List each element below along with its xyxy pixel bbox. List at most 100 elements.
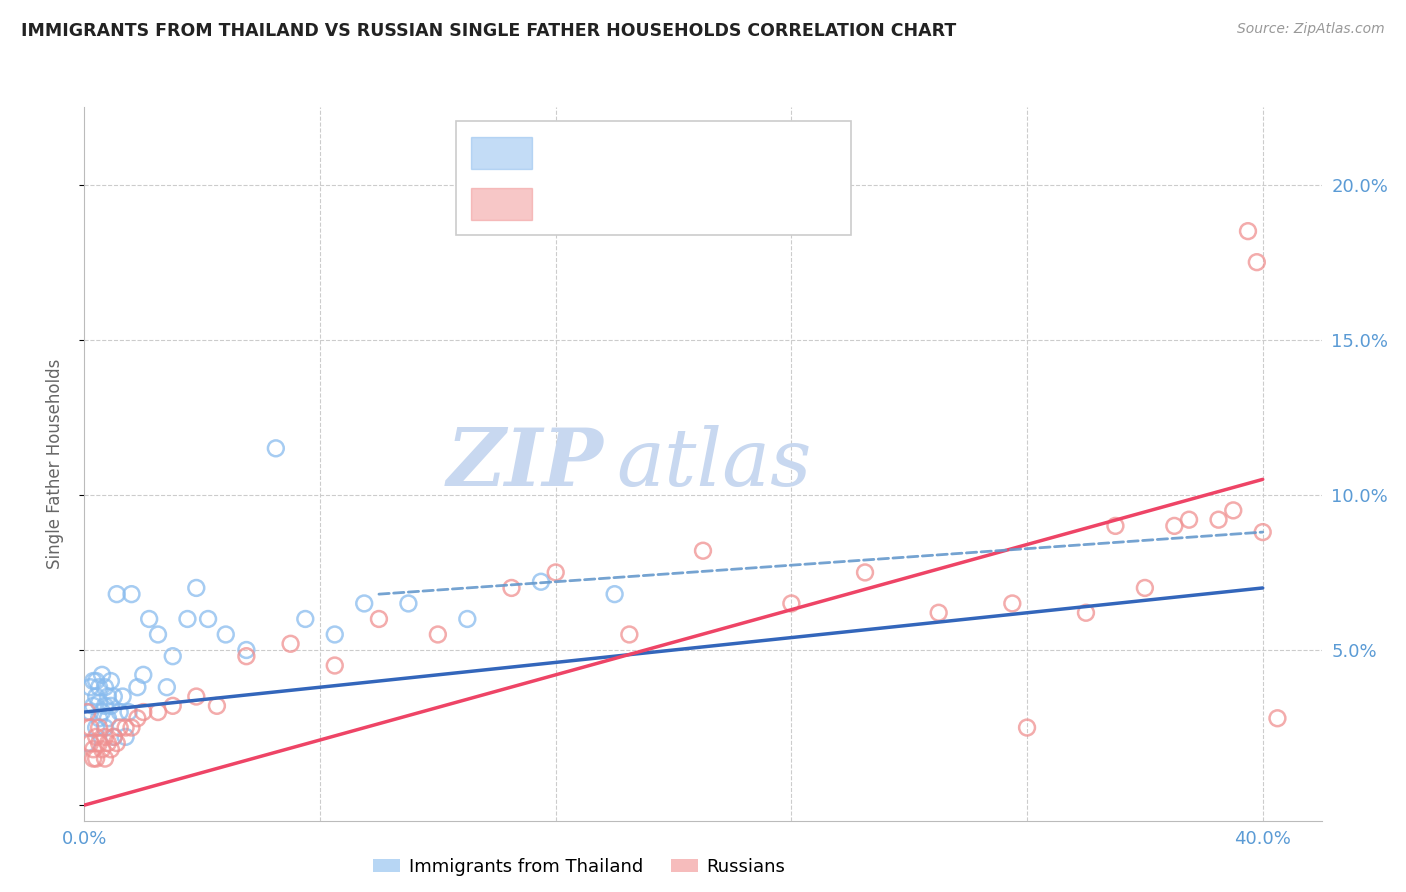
Point [235,643,257,657]
Point [162,649,184,664]
Point [108,721,131,735]
Point [205,698,228,713]
Point [780,597,803,611]
Point [146,705,169,719]
Point [692,543,714,558]
Point [1178,513,1201,527]
Point [1222,503,1244,517]
Point [323,627,346,641]
Point [603,587,626,601]
Point [87,736,110,750]
Point [82,742,104,756]
Point [79,721,101,735]
Point [121,721,143,735]
Point [76,705,98,719]
Point [100,742,122,756]
Point [114,721,136,735]
Point [1074,606,1097,620]
Point [530,574,553,589]
Point [82,698,104,713]
Point [146,627,169,641]
Point [1237,224,1260,238]
Point [87,680,110,694]
Point [94,751,117,765]
Point [84,730,107,744]
Point [235,649,257,664]
Point [91,742,114,756]
Point [353,597,375,611]
Point [94,698,117,713]
Point [94,730,117,744]
Text: IMMIGRANTS FROM THAILAND VS RUSSIAN SINGLE FATHER HOUSEHOLDS CORRELATION CHART: IMMIGRANTS FROM THAILAND VS RUSSIAN SING… [21,22,956,40]
Point [121,587,143,601]
Point [103,730,125,744]
Point [294,612,316,626]
Text: Source: ZipAtlas.com: Source: ZipAtlas.com [1237,22,1385,37]
Point [79,736,101,750]
Point [94,680,117,694]
Legend: Immigrants from Thailand, Russians: Immigrants from Thailand, Russians [366,851,793,883]
Point [91,705,114,719]
Y-axis label: Single Father Households: Single Father Households [45,359,63,569]
Point [1104,519,1126,533]
Point [82,673,104,688]
Point [76,736,98,750]
Point [1001,597,1024,611]
Point [84,673,107,688]
Text: atlas: atlas [616,425,811,502]
Point [84,721,107,735]
Point [111,690,134,704]
Point [79,680,101,694]
Point [186,581,208,595]
Point [103,690,125,704]
Point [280,637,302,651]
Point [853,566,876,580]
Point [1267,711,1289,725]
Point [501,581,523,595]
Point [1246,255,1268,269]
Point [396,597,419,611]
Point [100,673,122,688]
Point [544,566,567,580]
Point [79,705,101,719]
Point [105,587,128,601]
Point [82,751,104,765]
Point [186,690,208,704]
Point [94,721,117,735]
Point [1133,581,1156,595]
Point [87,721,110,735]
Point [1251,525,1274,540]
Point [97,690,120,704]
Point [132,668,155,682]
Point [103,730,125,744]
Point [87,711,110,725]
Point [138,612,160,626]
Point [105,736,128,750]
Point [100,698,122,713]
Point [1015,721,1038,735]
Point [87,696,110,710]
Text: ZIP: ZIP [447,425,605,502]
Point [97,711,120,725]
Point [117,705,139,719]
Point [619,627,641,641]
Point [84,751,107,765]
Point [132,705,155,719]
Point [127,680,149,694]
Point [1208,513,1230,527]
Point [264,442,287,456]
Point [114,730,136,744]
Point [456,612,478,626]
Point [176,612,198,626]
Point [197,612,219,626]
Point [215,627,238,641]
Point [162,698,184,713]
Point [156,680,179,694]
Point [323,658,346,673]
Point [97,736,120,750]
Point [91,668,114,682]
Point [368,612,391,626]
Point [127,711,149,725]
Point [84,690,107,704]
Point [1163,519,1185,533]
